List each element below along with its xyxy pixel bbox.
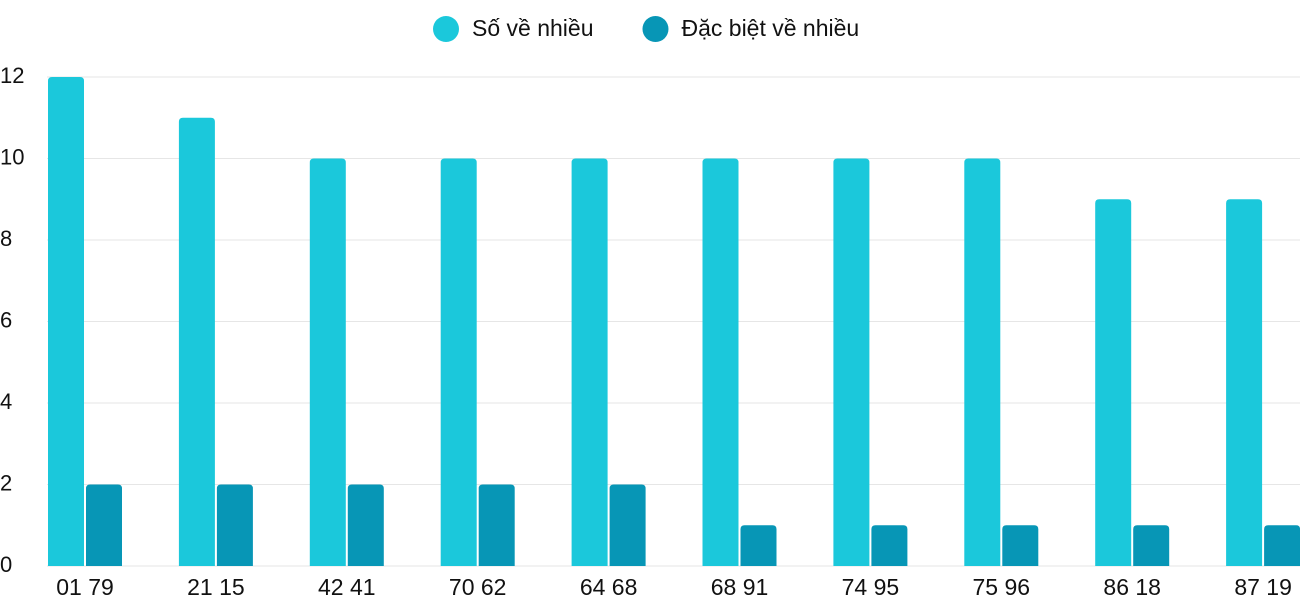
y-tick-label: 12	[0, 63, 24, 88]
bar	[833, 158, 870, 566]
bar	[571, 158, 608, 566]
x-tick-label: 75 96	[973, 574, 1031, 600]
x-tick-label: 87 19	[1234, 574, 1292, 600]
legend-marker	[433, 16, 459, 42]
legend-marker	[642, 16, 669, 42]
x-tick-label: 42 41	[318, 574, 376, 600]
bar	[440, 158, 477, 566]
bar	[1095, 199, 1132, 566]
bar	[216, 484, 253, 566]
bar	[309, 158, 346, 566]
x-tick-label: 64 68	[580, 574, 638, 600]
bar	[964, 158, 1001, 566]
y-tick-label: 0	[0, 552, 12, 577]
x-tick-label: 74 95	[842, 574, 900, 600]
y-tick-label: 4	[0, 389, 12, 414]
bar	[178, 117, 215, 566]
bar	[609, 484, 646, 566]
bar	[86, 484, 122, 566]
bar	[1002, 525, 1039, 566]
bar	[347, 484, 384, 566]
bar	[702, 158, 739, 566]
y-tick-label: 6	[0, 307, 12, 332]
x-tick-label: 01 79	[56, 574, 114, 600]
bar	[1226, 199, 1263, 566]
x-tick-label: 68 91	[711, 574, 769, 600]
bar	[1133, 525, 1170, 566]
bar	[740, 525, 777, 566]
legend-label: Số về nhiều	[472, 15, 593, 41]
x-tick-label: 21 15	[187, 574, 245, 600]
bar	[871, 525, 908, 566]
y-tick-label: 2	[0, 470, 12, 495]
legend-label: Đặc biệt về nhiều	[681, 15, 859, 41]
y-tick-label: 8	[0, 226, 12, 251]
y-tick-label: 10	[0, 144, 24, 169]
x-tick-label: 86 18	[1103, 574, 1161, 600]
bar	[478, 484, 515, 566]
bar	[1264, 525, 1300, 566]
x-tick-label: 70 62	[449, 574, 507, 600]
bar	[48, 77, 84, 566]
